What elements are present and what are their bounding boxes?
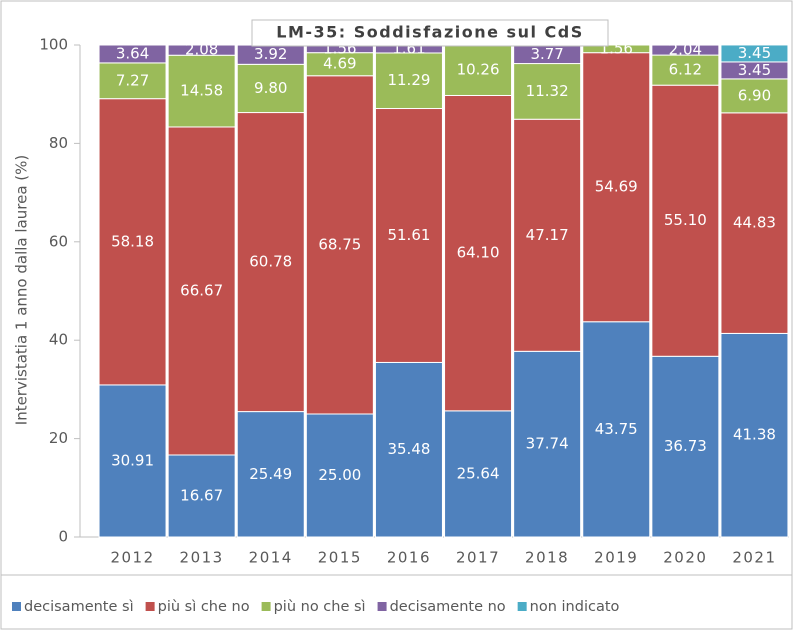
bar-segment [582, 44, 651, 54]
x-tick-label: 2013 [180, 549, 224, 567]
data-label: 25.49 [249, 465, 292, 483]
x-tick-label: 2019 [594, 549, 638, 567]
bar-segment [651, 84, 720, 357]
legend-marker [377, 602, 387, 611]
bar-segment [98, 62, 167, 100]
data-label: 44.83 [733, 214, 776, 232]
data-label: 37.74 [526, 435, 569, 453]
data-label: 35.48 [387, 440, 430, 458]
title-box [251, 19, 609, 47]
y-axis-title: Intervistatia 1 anno dalla laurea (%) [13, 155, 31, 425]
bar-segment [167, 54, 236, 128]
x-tick-label: 2017 [456, 549, 500, 567]
data-label: 7.27 [116, 71, 149, 89]
data-label: 51.61 [387, 226, 430, 244]
x-tick-label: 2015 [318, 549, 362, 567]
data-label: 14.58 [180, 82, 223, 100]
bar-segment [582, 321, 651, 538]
bar-segment [513, 118, 582, 352]
data-label: 9.80 [254, 79, 287, 97]
bar-segment [98, 98, 167, 386]
data-label: 3.45 [738, 61, 771, 79]
data-label: 4.69 [323, 55, 356, 73]
x-tick-label: 2012 [110, 549, 154, 567]
data-label: 47.17 [526, 226, 569, 244]
data-label: 55.10 [664, 211, 707, 229]
bar-segment [720, 44, 789, 63]
bar-segment [444, 94, 513, 412]
bar-segment [720, 78, 789, 114]
legend-marker [145, 602, 155, 611]
bar-segment [167, 126, 236, 456]
bar-segment [236, 112, 305, 413]
legend-label: non indicato [530, 599, 620, 615]
bar-segment [444, 410, 513, 538]
y-tick-label: 20 [49, 429, 68, 447]
bar-segment [98, 44, 167, 64]
data-label: 3.77 [530, 45, 563, 63]
data-label: 6.90 [738, 86, 771, 104]
bar-segment [651, 54, 720, 86]
legend-marker [12, 602, 21, 611]
data-label: 11.29 [387, 71, 430, 89]
data-label: 60.78 [249, 253, 292, 271]
data-label: 6.12 [669, 61, 702, 79]
y-tick-label: 60 [49, 232, 68, 250]
legend-label: decisamente no [390, 599, 506, 615]
legend-marker [517, 602, 527, 611]
legend-label: più no che sì [274, 599, 366, 615]
x-tick-label: 2016 [387, 549, 431, 567]
bar-segment [167, 44, 236, 56]
data-label: 66.67 [180, 281, 223, 299]
data-label: 43.75 [595, 420, 638, 438]
data-label: 2.08 [185, 41, 218, 59]
bar-segment [236, 411, 305, 538]
data-label: 3.64 [116, 44, 149, 62]
y-tick-label: 0 [58, 528, 68, 546]
bar-segment [720, 112, 789, 334]
bar-segment [513, 63, 582, 120]
data-label: 11.32 [526, 82, 569, 100]
bar-segment [651, 44, 720, 56]
bar-segment [720, 332, 789, 538]
y-tick-label: 80 [49, 134, 68, 152]
bar-segment [374, 108, 443, 363]
data-label: 25.64 [457, 464, 500, 482]
data-label: 2.04 [669, 41, 702, 59]
bar-segment [374, 361, 443, 538]
bar-segment [305, 413, 374, 538]
bar-segment [236, 63, 305, 114]
bar-segment [98, 384, 167, 538]
y-tick-label: 100 [39, 36, 68, 54]
x-tick-label: 2021 [732, 549, 776, 567]
data-label: 3.92 [254, 45, 287, 63]
data-label: 25.00 [318, 466, 361, 484]
legend-marker [261, 602, 271, 611]
legend-label: più sì che no [158, 599, 250, 615]
data-label: 68.75 [318, 235, 361, 253]
x-tick-label: 2020 [663, 549, 707, 567]
legend-label: decisamente sì [24, 599, 134, 615]
bar-segment [167, 454, 236, 538]
chart-title: LM-35: Soddisfazione sul CdS [276, 23, 583, 42]
data-label: 54.69 [595, 178, 638, 196]
data-label: 41.38 [733, 426, 776, 444]
bar-segment [651, 355, 720, 538]
data-label: 3.45 [738, 44, 771, 62]
data-label: 10.26 [457, 61, 500, 79]
bar-segment [444, 44, 513, 96]
data-label: 30.91 [111, 451, 154, 469]
data-label: 64.10 [457, 244, 500, 262]
bar-segment [582, 52, 651, 323]
x-tick-label: 2014 [249, 549, 293, 567]
y-tick-label: 40 [49, 331, 68, 349]
x-tick-label: 2018 [525, 549, 569, 567]
data-label: 36.73 [664, 437, 707, 455]
data-label: 58.18 [111, 232, 154, 250]
bar-segment [513, 350, 582, 538]
data-label: 16.67 [180, 486, 223, 504]
